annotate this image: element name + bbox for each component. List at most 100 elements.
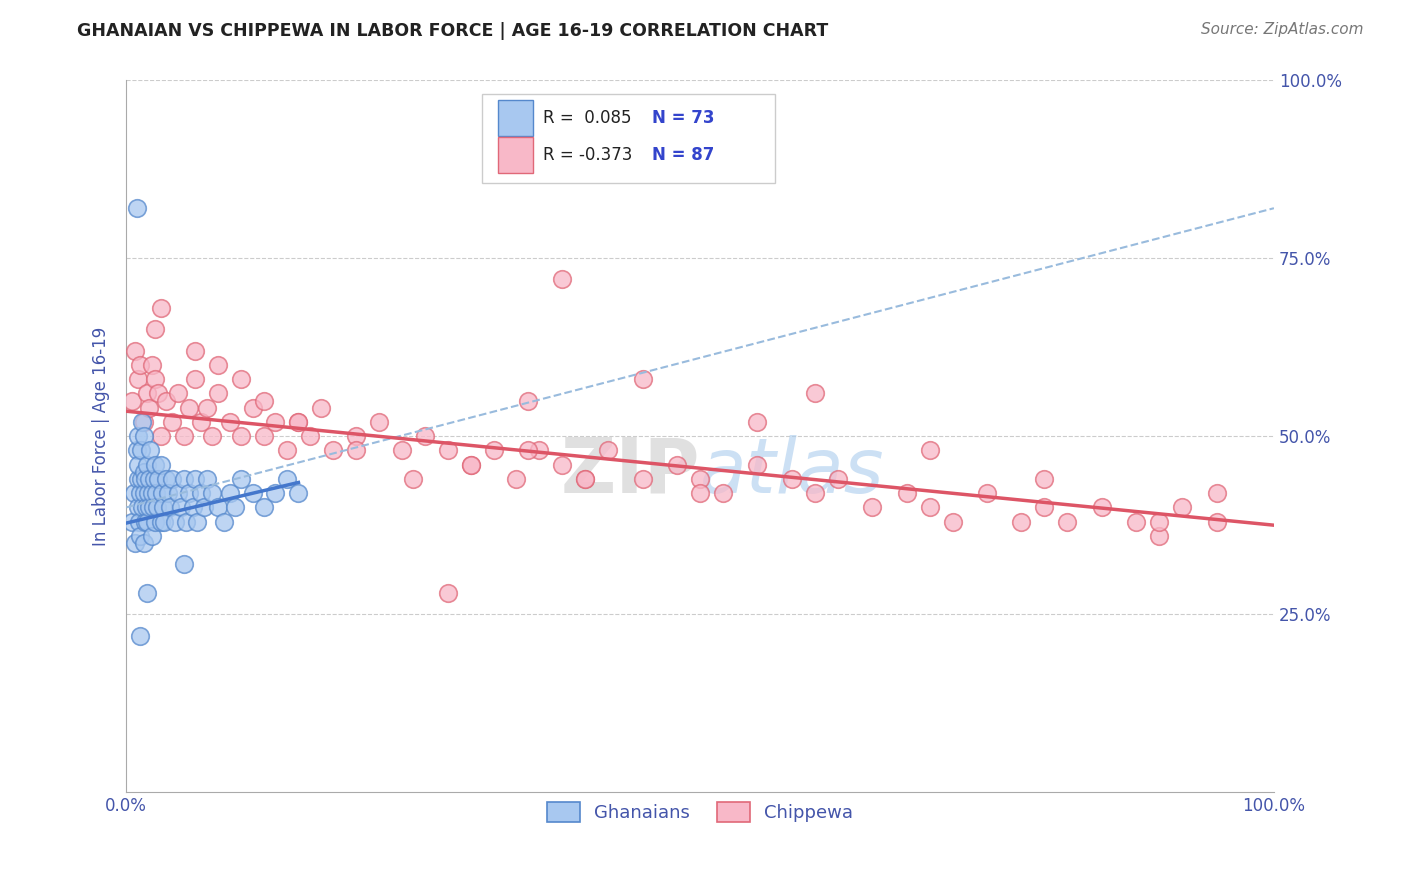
Point bbox=[1147, 515, 1170, 529]
Point bbox=[827, 472, 849, 486]
Point bbox=[201, 429, 224, 443]
Point bbox=[124, 486, 146, 500]
Point bbox=[155, 393, 177, 408]
Point bbox=[298, 429, 321, 443]
Point bbox=[193, 500, 215, 515]
Point bbox=[229, 472, 252, 486]
Point bbox=[138, 472, 160, 486]
Point bbox=[264, 486, 287, 500]
Point bbox=[136, 486, 159, 500]
Point bbox=[1033, 472, 1056, 486]
Point bbox=[322, 443, 344, 458]
FancyBboxPatch shape bbox=[498, 100, 533, 136]
Point bbox=[436, 443, 458, 458]
Point bbox=[505, 472, 527, 486]
Point bbox=[143, 515, 166, 529]
Point bbox=[179, 401, 201, 415]
Point bbox=[141, 486, 163, 500]
Text: ZIP: ZIP bbox=[561, 434, 700, 508]
Point bbox=[148, 472, 170, 486]
Point bbox=[631, 472, 654, 486]
Text: R =  0.085: R = 0.085 bbox=[543, 109, 631, 127]
Point bbox=[129, 358, 152, 372]
Point bbox=[229, 429, 252, 443]
Point bbox=[780, 472, 803, 486]
Point bbox=[287, 486, 309, 500]
Point bbox=[152, 500, 174, 515]
Point bbox=[747, 415, 769, 429]
Point bbox=[287, 415, 309, 429]
Point bbox=[551, 272, 574, 286]
Point bbox=[173, 472, 195, 486]
Text: N = 87: N = 87 bbox=[652, 145, 714, 164]
Point bbox=[127, 500, 149, 515]
Point bbox=[141, 358, 163, 372]
Point bbox=[574, 472, 596, 486]
Point bbox=[253, 429, 276, 443]
Point bbox=[460, 458, 482, 472]
Point bbox=[156, 486, 179, 500]
Text: R = -0.373: R = -0.373 bbox=[543, 145, 633, 164]
Point bbox=[242, 486, 264, 500]
Point bbox=[124, 536, 146, 550]
Point bbox=[631, 372, 654, 386]
Point bbox=[132, 536, 155, 550]
Point bbox=[1010, 515, 1032, 529]
Point bbox=[124, 343, 146, 358]
Point bbox=[138, 500, 160, 515]
Point bbox=[143, 322, 166, 336]
Point bbox=[218, 415, 240, 429]
Point bbox=[127, 372, 149, 386]
Point bbox=[153, 515, 176, 529]
Point bbox=[1205, 515, 1227, 529]
Point bbox=[976, 486, 998, 500]
Point bbox=[155, 472, 177, 486]
Point bbox=[160, 472, 183, 486]
Point bbox=[184, 343, 207, 358]
Point bbox=[1147, 529, 1170, 543]
FancyBboxPatch shape bbox=[498, 137, 533, 172]
Point bbox=[942, 515, 965, 529]
Point bbox=[517, 393, 540, 408]
Point bbox=[207, 500, 229, 515]
Point bbox=[131, 415, 153, 429]
Point bbox=[253, 500, 276, 515]
Legend: Ghanaians, Chippewa: Ghanaians, Chippewa bbox=[540, 794, 860, 830]
Point bbox=[229, 372, 252, 386]
Point bbox=[134, 472, 156, 486]
Text: atlas: atlas bbox=[700, 434, 884, 508]
Point bbox=[212, 515, 235, 529]
Point bbox=[413, 429, 436, 443]
Point bbox=[136, 586, 159, 600]
Point bbox=[163, 515, 186, 529]
Point bbox=[129, 486, 152, 500]
Point bbox=[551, 458, 574, 472]
Point bbox=[138, 401, 160, 415]
Point bbox=[1091, 500, 1114, 515]
Point bbox=[139, 443, 162, 458]
FancyBboxPatch shape bbox=[482, 95, 775, 183]
Point bbox=[173, 558, 195, 572]
Point bbox=[218, 486, 240, 500]
Point bbox=[132, 429, 155, 443]
Point bbox=[141, 529, 163, 543]
Point bbox=[179, 486, 201, 500]
Point bbox=[127, 472, 149, 486]
Point bbox=[129, 529, 152, 543]
Point bbox=[136, 515, 159, 529]
Point bbox=[224, 500, 246, 515]
Point bbox=[482, 443, 505, 458]
Point bbox=[167, 386, 190, 401]
Point bbox=[391, 443, 413, 458]
Point bbox=[142, 500, 165, 515]
Point bbox=[186, 515, 208, 529]
Point bbox=[689, 486, 711, 500]
Point bbox=[918, 500, 941, 515]
Point bbox=[173, 429, 195, 443]
Point bbox=[896, 486, 918, 500]
Point bbox=[1205, 486, 1227, 500]
Point bbox=[181, 500, 204, 515]
Text: Source: ZipAtlas.com: Source: ZipAtlas.com bbox=[1201, 22, 1364, 37]
Point bbox=[143, 458, 166, 472]
Point bbox=[804, 486, 827, 500]
